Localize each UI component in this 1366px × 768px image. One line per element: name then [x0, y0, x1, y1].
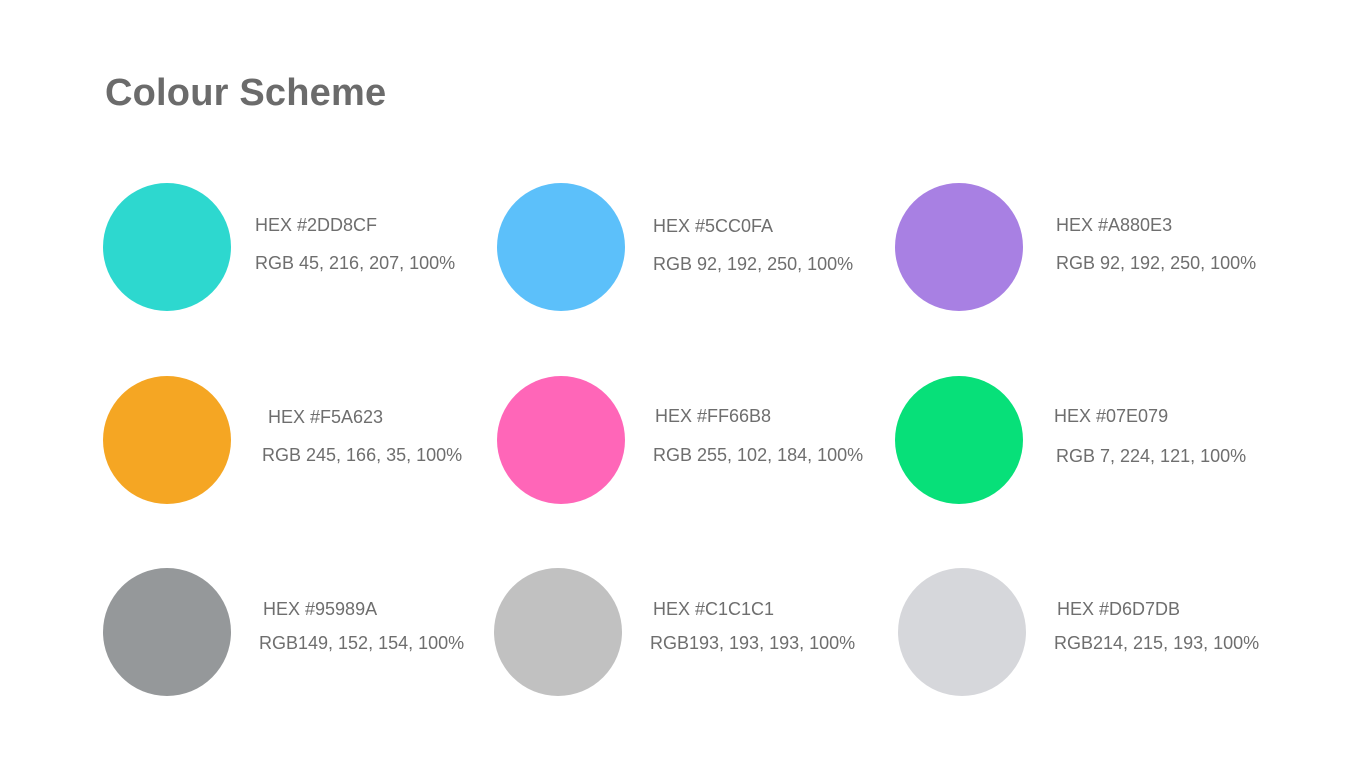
rgb-label: RGB 45, 216, 207, 100% [255, 253, 456, 273]
colour-swatch-purple [895, 183, 1023, 311]
rgb-label: RGB214, 215, 193, 100% [1054, 633, 1260, 653]
hex-label: HEX #5CC0FA [653, 216, 774, 236]
colour-swatch-light-grey [898, 568, 1026, 696]
colour-swatch-grey [494, 568, 622, 696]
colour-swatch-dark-grey [103, 568, 231, 696]
page-title: Colour Scheme [105, 72, 387, 114]
hex-label: HEX #FF66B8 [655, 406, 772, 426]
colour-swatch-orange [103, 376, 231, 504]
hex-label: HEX #F5A623 [268, 407, 384, 427]
rgb-label: RGB 255, 102, 184, 100% [653, 445, 864, 465]
rgb-label: RGB 92, 192, 250, 100% [1056, 253, 1257, 273]
rgb-label: RGB 245, 166, 35, 100% [262, 445, 463, 465]
colour-swatch-pink [497, 376, 625, 504]
colour-swatch-sky-blue [497, 183, 625, 311]
hex-label: HEX #A880E3 [1056, 215, 1173, 235]
rgb-label: RGB193, 193, 193, 100% [650, 633, 856, 653]
hex-label: HEX #2DD8CF [255, 215, 378, 235]
rgb-label: RGB 7, 224, 121, 100% [1056, 446, 1247, 466]
hex-label: HEX #C1C1C1 [653, 599, 775, 619]
rgb-label: RGB149, 152, 154, 100% [259, 633, 465, 653]
hex-label: HEX #07E079 [1054, 406, 1169, 426]
colour-swatch-turquoise [103, 183, 231, 311]
hex-label: HEX #95989A [263, 599, 378, 619]
hex-label: HEX #D6D7DB [1057, 599, 1181, 619]
colour-swatch-green [895, 376, 1023, 504]
rgb-label: RGB 92, 192, 250, 100% [653, 254, 854, 274]
